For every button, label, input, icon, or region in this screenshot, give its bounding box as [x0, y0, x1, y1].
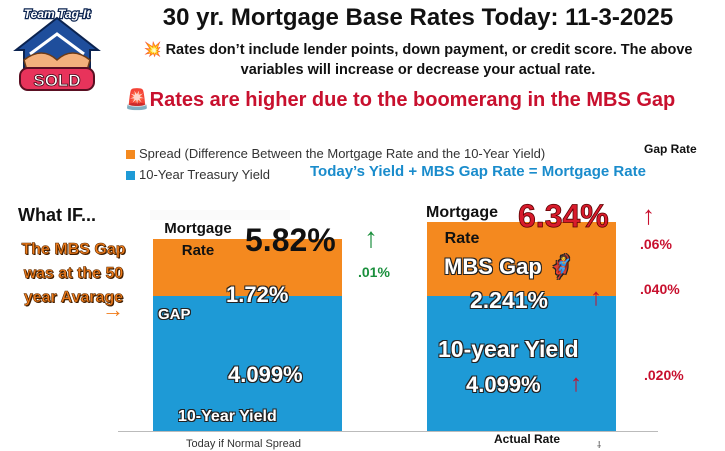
right-yield-value: 4.099%: [466, 372, 541, 397]
bar-left-yield: [153, 295, 342, 431]
right-spread-value: 2.241%: [470, 287, 549, 313]
arrow-up-red-icon-spread: ↑: [590, 284, 602, 311]
mbs-gap-average-text: The MBS Gap was at the 50 year Avarage: [21, 241, 126, 307]
gap-rate-label: Gap Rate: [644, 142, 697, 156]
legend-label-yield: 10-Year Treasury Yield: [139, 167, 271, 182]
team-tag-it-logo: SOLD Team Tag-It: [6, 4, 108, 102]
left-mortgage-rate-label: Mortgage Rate: [164, 220, 232, 259]
legend-swatch-yield: [126, 171, 135, 181]
arrow-up-green-icon: ↑: [364, 222, 378, 253]
category-label-left: Today if Normal Spread: [186, 438, 301, 450]
arrow-up-red-icon-yield: ↑: [570, 370, 582, 397]
logo-badge-text: SOLD: [33, 71, 80, 90]
label-backdrop: [150, 210, 290, 220]
alert-message: 🚨Rates are higher due to the boomerang i…: [124, 89, 676, 111]
left-yield-value: 4.099%: [228, 362, 303, 387]
page-title: 30 yr. Mortgage Base Rates Today: 11-3-2…: [162, 4, 674, 31]
left-total-rate: 5.82%: [245, 222, 336, 258]
right-total-delta: .06%: [640, 236, 672, 252]
right-yield-delta: .020%: [644, 367, 684, 383]
what-if-heading: What IF...: [18, 205, 96, 225]
right-spread-tag: MBS Gap 🦸: [444, 254, 576, 279]
bar-left-spread: [153, 238, 342, 296]
logo-top-text: Team Tag-It: [24, 7, 91, 21]
bar-right-yield: [427, 295, 616, 431]
left-total-delta: .01%: [358, 264, 390, 280]
category-label-right: Actual Rate: [494, 432, 561, 446]
handshake-house-icon: SOLD Team Tag-It: [13, 6, 101, 91]
left-spread-value: 1.72%: [226, 282, 289, 307]
disclaimer-note: 💥 Rates don’t include lender points, dow…: [143, 42, 693, 78]
arrow-up-red-icon: ↑: [642, 200, 655, 230]
right-spread-delta: .040%: [640, 281, 680, 297]
legend-label-spread: Spread (Difference Between the Mortgage …: [139, 146, 546, 161]
bar-right-spread: [427, 221, 616, 296]
right-yield-tag: 10-year Yield: [438, 336, 579, 362]
legend-swatch-spread: [126, 150, 135, 160]
extra-mark: ⸸: [597, 440, 602, 450]
x-axis-line: [118, 431, 658, 432]
legend-item-yield: 10-Year Treasury Yield: [126, 167, 270, 182]
left-yield-tag: 10-Year Yield: [178, 408, 277, 425]
legend-item-spread: Spread (Difference Between the Mortgage …: [126, 146, 545, 161]
arrow-right-icon: →: [102, 297, 124, 322]
right-total-rate: 6.34%: [518, 198, 610, 235]
right-mortgage-rate-label: Mortgage Rate: [426, 204, 498, 247]
formula-text: Today’s Yield + MBS Gap Rate = Mortgage …: [310, 163, 646, 180]
left-gap-tag: GAP: [158, 306, 191, 323]
